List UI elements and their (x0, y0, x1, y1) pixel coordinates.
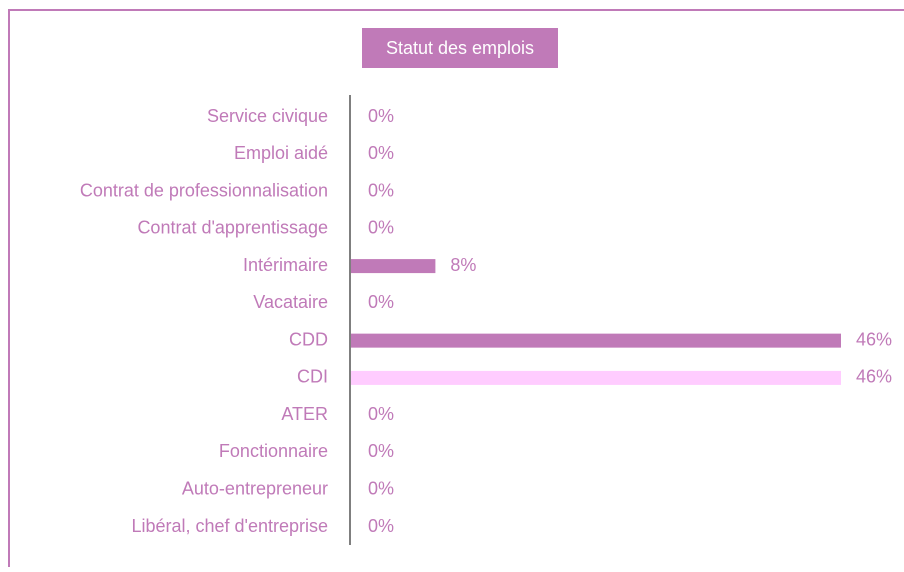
category-label: Contrat de professionnalisation (80, 180, 328, 200)
category-label: Auto-entrepreneur (182, 478, 328, 498)
value-label: 8% (450, 255, 476, 275)
category-label: Libéral, chef d'entreprise (131, 516, 328, 536)
category-label: Vacataire (253, 292, 328, 312)
value-label: 0% (368, 404, 394, 424)
value-label: 46% (856, 367, 892, 387)
bar (351, 259, 436, 274)
category-label: Service civique (207, 106, 328, 126)
chart-title: Statut des emplois (386, 38, 534, 58)
value-label: 0% (368, 106, 394, 126)
category-label: Fonctionnaire (219, 441, 328, 461)
value-label: 0% (368, 218, 394, 238)
value-label: 0% (368, 478, 394, 498)
value-label: 0% (368, 180, 394, 200)
value-label: 0% (368, 292, 394, 312)
category-label: CDI (297, 367, 328, 387)
category-label: Emploi aidé (234, 143, 328, 163)
bar (351, 370, 841, 385)
category-label: Contrat d'apprentissage (137, 218, 328, 238)
value-label: 46% (856, 329, 892, 349)
bar (351, 333, 841, 348)
category-label: CDD (289, 329, 328, 349)
category-label: ATER (281, 404, 328, 424)
category-label: Intérimaire (243, 255, 328, 275)
value-label: 0% (368, 441, 394, 461)
value-label: 0% (368, 516, 394, 536)
value-label: 0% (368, 143, 394, 163)
title-box (362, 28, 558, 68)
